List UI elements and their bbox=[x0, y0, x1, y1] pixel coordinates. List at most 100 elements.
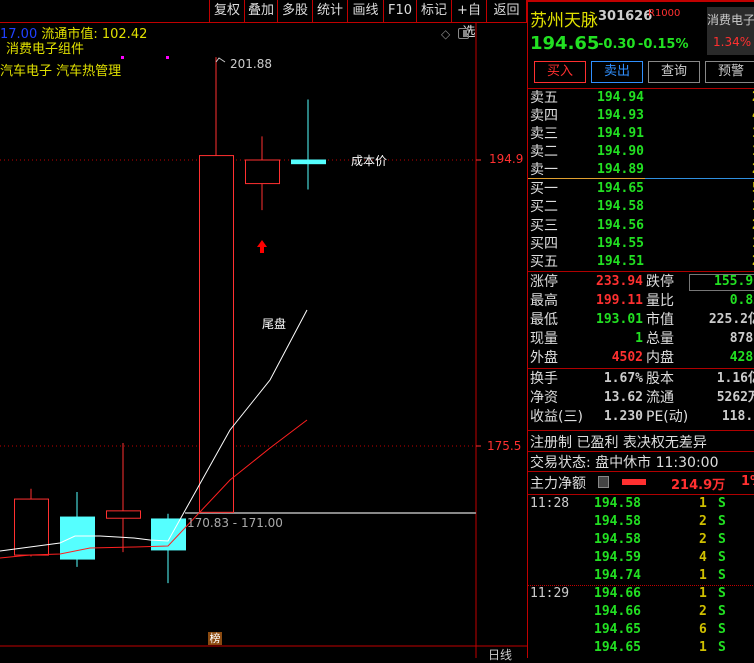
fundamental-value: 1.230 bbox=[603, 409, 643, 424]
fundamental-label-2: 股本 bbox=[646, 371, 674, 387]
candle bbox=[291, 99, 326, 190]
period-label[interactable]: 日线 bbox=[488, 648, 513, 662]
candle bbox=[60, 491, 95, 567]
tick-side: S bbox=[718, 496, 726, 511]
stat-value: 4502 bbox=[611, 350, 643, 365]
bid-row[interactable]: 买三 194.56 2 bbox=[528, 217, 754, 235]
fundamental-label: 收益(三) bbox=[530, 409, 583, 425]
back-button[interactable]: 返回 bbox=[486, 0, 527, 22]
bid-price: 194.56 bbox=[597, 217, 644, 233]
fundamental-value-2: 5262万 bbox=[716, 390, 754, 405]
bid-row[interactable]: 买四 194.55 1 bbox=[528, 235, 754, 253]
tick-side: S bbox=[718, 586, 726, 601]
overlay-button[interactable]: 叠加 bbox=[244, 0, 277, 22]
candle bbox=[245, 136, 280, 211]
ask-row[interactable]: 卖四 194.93 4 bbox=[528, 107, 754, 125]
main-flow-pct: 1% bbox=[741, 474, 754, 489]
fundamental-value: 1.67% bbox=[603, 371, 643, 386]
stat-value: 233.94 bbox=[596, 274, 643, 289]
info-price: 17.00 bbox=[0, 27, 38, 42]
tick-price: 194.58 bbox=[594, 496, 641, 511]
ask-row[interactable]: 卖五 194.94 2 bbox=[528, 89, 754, 107]
tick-price: 194.58 bbox=[594, 532, 641, 547]
bid-label: 买一 bbox=[530, 181, 558, 197]
mark-button[interactable]: 标记 bbox=[416, 0, 451, 22]
bid-label: 买四 bbox=[530, 235, 558, 252]
main-flow-bar bbox=[622, 479, 646, 485]
panel-toggle-icon[interactable] bbox=[458, 28, 469, 39]
sector-name: 消费电子 bbox=[707, 13, 754, 27]
tick-row: 194.59 4 S bbox=[528, 549, 754, 567]
f10-button[interactable]: F10 bbox=[383, 0, 416, 22]
buy-button[interactable]: 买入 bbox=[534, 61, 586, 83]
tick-volume: 2 bbox=[699, 514, 707, 529]
quote-panel: 苏州天脉 301626 R1000 消费电子 1.34% 194.65 -0.3… bbox=[527, 0, 754, 658]
stat-value-2: 8788 bbox=[729, 331, 754, 346]
dragon-tiger-badge[interactable]: 榜 bbox=[208, 632, 222, 645]
bid-price: 194.55 bbox=[597, 235, 644, 251]
sector-label: 消费电子组件 bbox=[6, 42, 85, 57]
sell-button[interactable]: 卖出 bbox=[591, 61, 643, 83]
high-label: 201.88 bbox=[230, 57, 272, 71]
stat-value-2: 4280 bbox=[729, 350, 754, 365]
list-icon[interactable] bbox=[598, 476, 609, 488]
tick-row: 194.65 1 S bbox=[528, 639, 754, 657]
listing-notes: 注册制 已盈利 表决权无差异 bbox=[530, 435, 707, 451]
tick-volume: 1 bbox=[699, 568, 707, 583]
ask-row[interactable]: 卖三 194.91 1 bbox=[528, 125, 754, 143]
tick-side: S bbox=[718, 622, 726, 637]
tick-row: 11:28 194.58 1 S bbox=[528, 495, 754, 513]
ask-price: 194.93 bbox=[597, 108, 644, 123]
tick-price: 194.65 bbox=[594, 640, 641, 655]
ask-volume: 1 bbox=[752, 125, 754, 143]
stat-value: 193.01 bbox=[596, 312, 643, 327]
ask-row[interactable]: 卖一 194.89 2 bbox=[528, 161, 754, 179]
tick-row: 11:29 194.66 1 S bbox=[528, 585, 754, 603]
stat-label: 现量 bbox=[530, 331, 558, 347]
bid-row[interactable]: 买一 194.65 5 bbox=[528, 180, 754, 198]
fundamental-value-2: 118.5 bbox=[721, 409, 754, 424]
query-button[interactable]: 查询 bbox=[648, 61, 700, 83]
draw-line-button[interactable]: 画线 bbox=[347, 0, 383, 22]
axis-label-194.9: 194.9 bbox=[489, 152, 524, 166]
alert-button[interactable]: 预警 bbox=[705, 61, 754, 83]
ask-price: 194.90 bbox=[597, 144, 644, 159]
tick-time: 11:28 bbox=[530, 496, 570, 511]
multi-stock-button[interactable]: 多股 bbox=[277, 0, 312, 22]
up-arrow-icon bbox=[257, 240, 267, 253]
fundamental-label: 换手 bbox=[530, 371, 558, 387]
range-label: 170.83 - 171.00 bbox=[187, 516, 283, 530]
ask-price: 194.89 bbox=[597, 162, 644, 177]
ask-row[interactable]: 卖二 194.90 1 bbox=[528, 143, 754, 161]
tick-side: S bbox=[718, 640, 726, 655]
bid-row[interactable]: 买二 194.58 17 bbox=[528, 198, 754, 216]
fuquan-button[interactable]: 复权 bbox=[209, 0, 244, 22]
bid-price: 194.58 bbox=[597, 199, 644, 215]
ma-line-red bbox=[0, 419, 308, 559]
kline-chart[interactable] bbox=[0, 0, 527, 658]
tick-volume: 2 bbox=[699, 532, 707, 547]
diamond-icon[interactable]: ◇ bbox=[441, 27, 451, 41]
stock-code: 301626 bbox=[598, 9, 653, 24]
ask-label: 卖三 bbox=[530, 126, 558, 142]
bid-volume: 5 bbox=[752, 180, 754, 198]
tick-side: S bbox=[718, 532, 726, 547]
sector-box[interactable]: 消费电子 1.34% bbox=[707, 7, 754, 55]
bid-row[interactable]: 买五 194.51 2 bbox=[528, 253, 754, 271]
fundamental-value-2: 1.16亿 bbox=[716, 371, 754, 386]
fundamental-row: 换手 1.67%股本 1.16亿 bbox=[528, 370, 754, 388]
ask-label: 卖五 bbox=[530, 90, 558, 106]
tick-side: S bbox=[718, 550, 726, 565]
candle-body bbox=[60, 516, 95, 560]
sector-pct: 1.34% bbox=[713, 35, 752, 49]
tick-volume: 6 bbox=[699, 622, 707, 637]
bid-volume: 2 bbox=[752, 217, 754, 235]
statistics-button[interactable]: 统计 bbox=[312, 0, 347, 22]
stat-label: 最高 bbox=[530, 293, 558, 309]
bid-label: 买二 bbox=[530, 199, 558, 216]
stat-value-2: 0.82 bbox=[729, 293, 754, 308]
stat-label: 外盘 bbox=[530, 350, 558, 366]
candle-body bbox=[245, 159, 280, 185]
